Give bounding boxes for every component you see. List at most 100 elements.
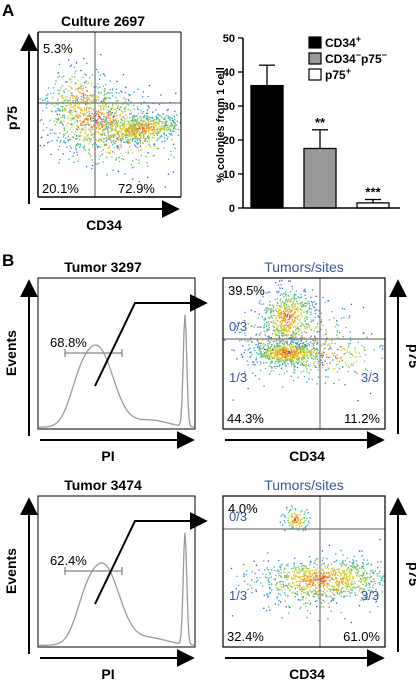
flow-dot — [82, 87, 84, 89]
flow-dot — [342, 586, 344, 589]
flow-dot — [109, 124, 111, 126]
flow-dot — [274, 362, 276, 365]
flow-dot — [167, 108, 169, 111]
flow-dot — [274, 298, 276, 301]
flow-dot — [90, 132, 93, 134]
flow-dot — [270, 370, 272, 372]
flow-dot — [136, 122, 138, 125]
flow-dot — [302, 591, 305, 593]
flow-dot — [84, 118, 86, 120]
flow-dot — [122, 116, 124, 118]
flow-dot — [256, 333, 258, 335]
flow-dot — [276, 587, 278, 589]
flow-dot — [128, 142, 130, 144]
hist-ylabel: Events — [3, 548, 19, 594]
flow-dot — [142, 96, 144, 98]
flow-dot — [120, 117, 122, 120]
flow-dot — [141, 148, 143, 150]
flow-dot — [137, 109, 140, 111]
flow-dot — [315, 575, 317, 577]
flow-dot — [282, 328, 284, 330]
flow-dot — [131, 134, 133, 136]
flow-dot — [151, 117, 154, 119]
flow-dot — [339, 563, 341, 565]
flow-dot — [292, 355, 294, 357]
flow-dot — [268, 304, 270, 306]
flow-dot — [109, 122, 112, 124]
flow-dot — [300, 302, 302, 304]
flow-dot — [154, 145, 156, 147]
flow-dot — [307, 326, 309, 328]
flow-dot — [315, 347, 318, 350]
flow-dot — [129, 127, 132, 129]
flow-dot — [352, 577, 354, 580]
flow-dot — [366, 559, 369, 561]
flow-dot — [299, 608, 301, 610]
flow-dot — [316, 606, 318, 608]
flow-dot — [244, 580, 246, 582]
flow-dot — [144, 138, 146, 140]
flow-dot — [150, 120, 152, 122]
flow-dot — [284, 350, 286, 352]
flow-dot — [274, 346, 276, 348]
flow-dot — [301, 521, 303, 524]
flow-dot — [134, 132, 136, 134]
flow-dot — [357, 570, 359, 572]
flow-dot — [316, 592, 318, 594]
flow-dot — [280, 298, 282, 300]
flow-dot — [310, 369, 312, 371]
flow-dot — [287, 347, 289, 349]
flow-dot — [62, 85, 64, 87]
flow-dot — [275, 355, 277, 357]
flow-dot — [274, 365, 276, 367]
flow-dot — [116, 137, 118, 139]
flow-dot — [334, 572, 337, 574]
flow-dot — [85, 107, 88, 109]
flow-dot — [148, 106, 150, 108]
flow-dot — [310, 313, 312, 315]
flow-dot — [133, 134, 136, 136]
flow-dot — [282, 324, 285, 327]
flow-dot — [157, 147, 160, 149]
flow-dot — [298, 330, 300, 333]
flow-dot — [371, 590, 373, 592]
flow-dot — [297, 529, 299, 531]
flow-dot — [341, 563, 343, 565]
flow-dot — [274, 314, 276, 317]
flow-dot — [303, 564, 305, 567]
flow-dot — [308, 378, 310, 380]
flow-dot — [362, 583, 364, 585]
flow-dot — [311, 319, 313, 321]
flow-dot — [282, 350, 284, 352]
flow-dot — [107, 112, 109, 114]
flow-dot — [264, 344, 266, 346]
flow-dot — [286, 360, 288, 362]
flow-dot — [298, 580, 300, 583]
flow-dot — [143, 135, 145, 138]
flow-dot — [52, 87, 55, 89]
flow-dot — [60, 110, 62, 112]
flow-dot — [286, 506, 288, 508]
flow-dot — [77, 160, 79, 162]
flow-dot — [285, 341, 287, 343]
flow-dot — [68, 78, 71, 80]
flow-dot — [279, 300, 281, 302]
flow-dot — [367, 563, 370, 565]
flow-dot — [277, 354, 279, 356]
flow-dot — [287, 325, 289, 328]
flow-dot — [156, 117, 158, 119]
flow-dot — [284, 303, 287, 305]
flow-dot — [140, 137, 142, 139]
flow-dot — [300, 578, 302, 580]
flow-dot — [276, 354, 278, 356]
flow-dot — [306, 311, 308, 313]
flow-dot — [109, 152, 111, 154]
flow-dot — [257, 326, 259, 328]
flow-dot — [117, 124, 119, 126]
flow-dot — [66, 96, 68, 98]
flow-dot — [281, 319, 283, 322]
flow-dot — [251, 325, 253, 327]
flow-dot — [264, 367, 267, 370]
flow-dot — [122, 127, 124, 130]
flow-dot — [98, 162, 100, 165]
